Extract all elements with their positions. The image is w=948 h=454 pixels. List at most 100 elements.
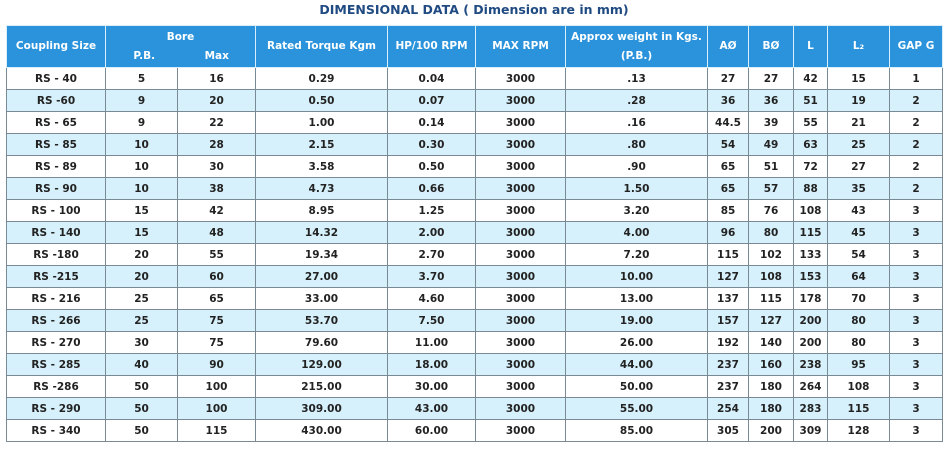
table-cell: 10 (105, 177, 178, 200)
table-cell: 54 (707, 133, 749, 156)
table-cell: 20 (105, 265, 178, 288)
table-cell: 3000 (475, 133, 566, 156)
table-cell: 3 (889, 397, 943, 420)
table-cell: 64 (827, 265, 890, 288)
table-cell: 13.00 (565, 287, 708, 310)
table-cell: 22 (177, 111, 256, 134)
table-cell: 430.00 (255, 419, 388, 442)
table-cell: 2 (889, 177, 943, 200)
table-cell: 16 (177, 67, 256, 90)
table-cell: 10 (105, 133, 178, 156)
table-cell: 15 (105, 221, 178, 244)
table-cell: 2.70 (387, 243, 476, 266)
table-cell: 127 (748, 309, 794, 332)
header-cell: BØ (748, 25, 794, 68)
table-cell: 55 (177, 243, 256, 266)
table-row: RS - 270 30 75 79.60 11.00 3000 26.00 192 140 200… (6, 331, 943, 354)
table-cell: 0.29 (255, 67, 388, 90)
table-cell: 200 (748, 419, 794, 442)
table-cell: 43 (827, 199, 890, 222)
table-row: RS -215 20 60 27.00 3.70 3000 10.00 127 108 153 64… (6, 265, 943, 288)
table-cell: 43.00 (387, 397, 476, 420)
table-cell: 10 (105, 155, 178, 178)
table-cell: 3.70 (387, 265, 476, 288)
table-cell: 49 (748, 133, 794, 156)
table-cell: 0.14 (387, 111, 476, 134)
table-cell: 1.00 (255, 111, 388, 134)
table-cell: 40 (105, 353, 178, 376)
table-cell: 3 (889, 309, 943, 332)
table-row: RS -60 9 20 0.50 0.07 3000.28 36 36 51 19 2 (6, 89, 943, 112)
table-cell: 4.60 (387, 287, 476, 310)
table-cell: 38 (177, 177, 256, 200)
table-cell: 2.15 (255, 133, 388, 156)
header-sub: P.B. Max (108, 47, 253, 66)
table-cell: 33.00 (255, 287, 388, 310)
table-cell: 50 (105, 397, 178, 420)
table-cell: 75 (177, 309, 256, 332)
table-cell: 80 (748, 221, 794, 244)
table-cell: .90 (565, 155, 708, 178)
table-cell: 50 (105, 375, 178, 398)
table-cell: 309.00 (255, 397, 388, 420)
table-cell: 3000 (475, 89, 566, 112)
table-cell: 3000 (475, 265, 566, 288)
table-cell: 2 (889, 155, 943, 178)
table-cell: 2 (889, 89, 943, 112)
table-cell: 3 (889, 199, 943, 222)
table-cell: 44.5 (707, 111, 749, 134)
table-cell: 65 (707, 155, 749, 178)
table-cell: 237 (707, 353, 749, 376)
table-cell: 108 (827, 375, 890, 398)
table-cell: 19 (827, 89, 890, 112)
table-cell: RS -60 (6, 89, 106, 112)
table-row: RS - 89 10 30 3.58 0.50 3000.90 65 51 72 27 2 (6, 155, 943, 178)
table-cell: 15 (105, 199, 178, 222)
table-cell: 48 (177, 221, 256, 244)
table-cell: 53.70 (255, 309, 388, 332)
table-cell: 153 (793, 265, 828, 288)
table-cell: 3 (889, 243, 943, 266)
table-cell: 2.00 (387, 221, 476, 244)
table-cell: 10.00 (565, 265, 708, 288)
table-cell: 3000 (475, 221, 566, 244)
table-cell: 36 (707, 89, 749, 112)
table-cell: 39 (748, 111, 794, 134)
table-row: RS - 266 25 75 53.70 7.50 3000 19.00 157 127 200 8… (6, 309, 943, 332)
table-cell: 27 (707, 67, 749, 90)
table-cell: 3.20 (565, 199, 708, 222)
table-row: RS - 290 50 100 309.00 43.00 3000 55.00 254 180 2… (6, 397, 943, 420)
table-cell: RS -215 (6, 265, 106, 288)
table-cell: 60 (177, 265, 256, 288)
table-cell: 3000 (475, 375, 566, 398)
table-cell: 27 (827, 155, 890, 178)
table-cell: 21 (827, 111, 890, 134)
table-cell: 3.58 (255, 155, 388, 178)
table-cell: 3000 (475, 243, 566, 266)
table-cell: 27.00 (255, 265, 388, 288)
table-cell: 2 (889, 111, 943, 134)
table-cell: 55.00 (565, 397, 708, 420)
table-cell: 25 (105, 287, 178, 310)
table-cell: 20 (177, 89, 256, 112)
table-cell: 28 (177, 133, 256, 156)
header-label: Max (204, 49, 229, 62)
table-row: RS - 340 50 115 430.00 60.00 3000 85.00 305 200 3… (6, 419, 943, 442)
table-cell: 79.60 (255, 331, 388, 354)
table-cell: .13 (565, 67, 708, 90)
table-cell: 3000 (475, 309, 566, 332)
table-cell: 8.95 (255, 199, 388, 222)
table-cell: 65 (177, 287, 256, 310)
table-cell: 20 (105, 243, 178, 266)
table-cell: 0.66 (387, 177, 476, 200)
table-cell: RS - 266 (6, 309, 106, 332)
table-row: RS - 216 25 65 33.00 4.60 3000 13.00 137 115 178 7… (6, 287, 943, 310)
table-cell: 85.00 (565, 419, 708, 442)
table-cell: 4.00 (565, 221, 708, 244)
table-cell: 80 (827, 331, 890, 354)
table-cell: RS - 40 (6, 67, 106, 90)
table-cell: 95 (827, 353, 890, 376)
table-cell: 80 (827, 309, 890, 332)
table-cell: 50.00 (565, 375, 708, 398)
